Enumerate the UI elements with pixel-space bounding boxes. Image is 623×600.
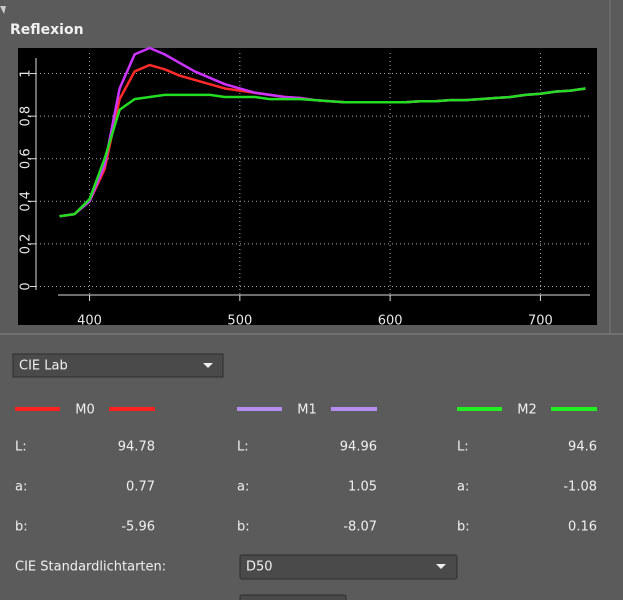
legend-name: M2 <box>517 403 537 418</box>
dropdown-value[interactable]: D50 <box>246 560 273 575</box>
color-space-dropdown[interactable]: CIE Lab <box>12 353 224 378</box>
illuminant-label: CIE Standardlichtarten: <box>15 560 166 575</box>
y-tick-label: 0,4 <box>19 191 34 212</box>
legend-name: M1 <box>297 403 317 418</box>
legend-name: M0 <box>75 403 95 418</box>
field-value: -5.96 <box>121 520 155 535</box>
field-value: 94.96 <box>340 440 377 455</box>
x-tick-label: 400 <box>77 314 102 329</box>
field-label: L: <box>457 440 469 455</box>
field-value: 94.78 <box>118 440 155 455</box>
button[interactable] <box>239 594 347 600</box>
dropdown-box[interactable] <box>12 353 224 378</box>
field-label: a: <box>237 480 249 495</box>
dropdown-arrow[interactable] <box>436 564 446 569</box>
panel-title: Reflexion <box>10 22 84 38</box>
y-tick-label: 0 <box>19 282 34 290</box>
x-tick-label: 500 <box>227 314 252 329</box>
y-tick-label: 0,2 <box>19 234 34 255</box>
field-label: b: <box>15 520 28 535</box>
series-line <box>59 87 586 218</box>
field-label: L: <box>15 440 27 455</box>
field-value: -8.07 <box>343 520 377 535</box>
field-label: a: <box>457 480 469 495</box>
field-label: a: <box>15 480 27 495</box>
dropdown-arrow[interactable] <box>203 363 213 368</box>
x-tick-label: 600 <box>378 314 403 329</box>
dropdown-value[interactable]: CIE Lab <box>19 359 68 374</box>
measurement-column: M1 L: 94.96 a: 1.05 b: -8.07 <box>237 403 377 535</box>
field-value: 94.6 <box>568 440 597 455</box>
x-tick-label: 700 <box>528 314 553 329</box>
field-label: b: <box>237 520 250 535</box>
field-label: L: <box>237 440 249 455</box>
collapse-arrow[interactable] <box>0 6 6 14</box>
field-value: 0.77 <box>126 480 155 495</box>
field-value: 1.05 <box>348 480 377 495</box>
field-label: b: <box>457 520 470 535</box>
y-tick-label: 0,8 <box>19 106 34 127</box>
dropdown-box[interactable] <box>239 554 458 580</box>
field-value: -1.08 <box>563 480 597 495</box>
illuminant-dropdown[interactable]: D50 <box>239 554 458 580</box>
measurement-column: M0 L: 94.78 a: 0.77 b: -5.96 <box>15 403 155 535</box>
chart-area <box>18 48 597 325</box>
measurement-column: M2 L: 94.6 a: -1.08 b: 0.16 <box>457 403 597 535</box>
y-tick-label: 1 <box>19 69 34 77</box>
field-value: 0.16 <box>568 520 597 535</box>
y-tick-label: 0,6 <box>19 148 34 169</box>
